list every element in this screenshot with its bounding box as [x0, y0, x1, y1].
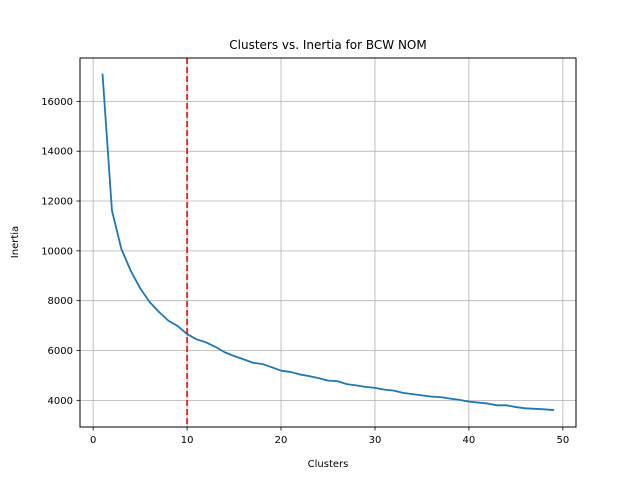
x-tick-label: 10 [181, 435, 194, 446]
y-axis-label: Inertia [10, 226, 21, 258]
series-layer [101, 73, 555, 411]
grid [80, 58, 576, 427]
y-tick-label: 14000 [41, 147, 73, 158]
x-tick-label: 20 [275, 435, 288, 446]
y-tick-label: 16000 [41, 97, 73, 108]
y-tick-label: 8000 [48, 296, 73, 307]
x-tick-label: 40 [463, 435, 476, 446]
x-tick-label: 30 [369, 435, 382, 446]
y-tick-label: 10000 [41, 246, 73, 257]
x-tick-label: 50 [556, 435, 569, 446]
inertia-line [101, 73, 555, 411]
y-tick-label: 4000 [48, 396, 73, 407]
y-tick-label: 12000 [41, 197, 73, 208]
ticks: 0 10 20 30 40 50 4000 6000 8000 10000 12000 14000 16… [41, 97, 569, 446]
chart-title: Clusters vs. Inertia for BCW NOM [229, 38, 426, 52]
plot-frame [79, 57, 577, 428]
y-tick-label: 6000 [48, 346, 73, 357]
x-tick-label: 0 [90, 435, 96, 446]
x-axis-label: Clusters [308, 459, 349, 470]
